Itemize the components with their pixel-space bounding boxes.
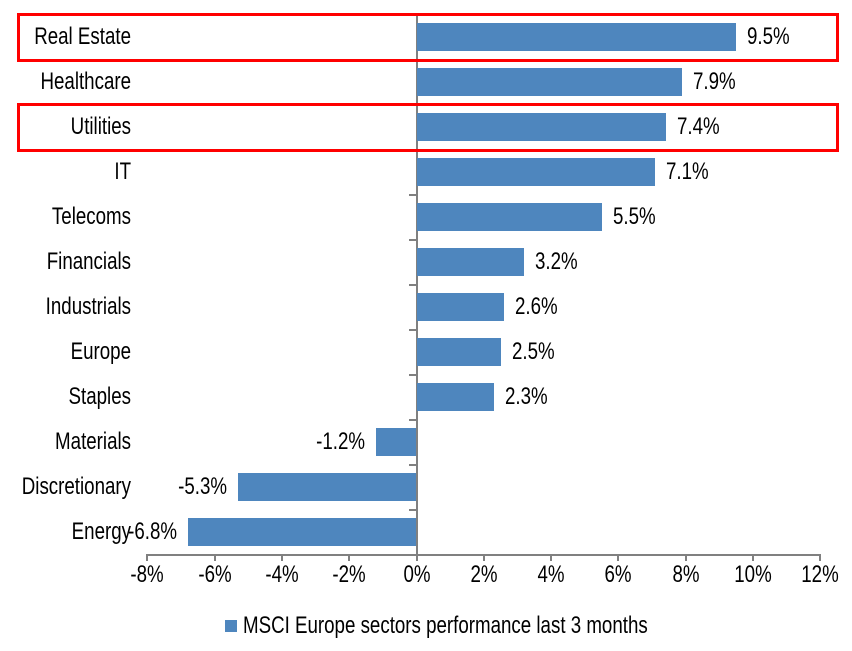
x-axis-tick-label: -4% <box>265 561 299 588</box>
category-label-europe: Europe <box>70 337 131 365</box>
y-axis-tick <box>408 284 417 286</box>
y-axis-line <box>415 14 418 554</box>
y-axis-tick <box>408 419 417 421</box>
x-axis-tick-label: 8% <box>672 561 700 588</box>
value-label-telecoms: 5.5% <box>612 202 656 230</box>
bar-staples <box>416 382 494 411</box>
bar-energy <box>187 517 417 546</box>
x-axis-tick-label: -2% <box>332 561 366 588</box>
category-label-staples: Staples <box>68 382 131 410</box>
category-label-healthcare: Healthcare <box>40 67 131 95</box>
legend: MSCI Europe sectors performance last 3 m… <box>225 612 762 640</box>
category-label-it: IT <box>114 157 131 185</box>
x-axis-tick-label: -6% <box>197 561 232 588</box>
bar-healthcare <box>416 67 683 96</box>
x-axis-tick <box>146 554 149 561</box>
x-axis-tick-label: 6% <box>604 561 632 588</box>
x-axis-tick <box>482 554 485 561</box>
x-axis-tick <box>280 554 283 561</box>
x-axis-tick <box>550 554 553 561</box>
legend-label: MSCI Europe sectors performance last 3 m… <box>243 612 648 639</box>
y-axis-tick <box>408 374 417 376</box>
value-label-staples: 2.3% <box>504 382 548 410</box>
x-axis-tick <box>213 554 216 561</box>
category-label-industrials: Industrials <box>45 292 131 320</box>
value-label-healthcare: 7.9% <box>693 67 736 95</box>
bar-industrials <box>416 292 504 321</box>
x-axis-tick-label: -8% <box>130 561 164 588</box>
value-label-financials: 3.2% <box>535 247 578 275</box>
x-axis-tick <box>415 554 418 561</box>
bar-financials <box>416 247 525 276</box>
legend-series-marker-icon <box>225 620 237 632</box>
bar-it <box>416 157 656 186</box>
bar-europe <box>416 337 501 366</box>
bar-telecoms <box>416 202 602 231</box>
category-label-telecoms: Telecoms <box>51 202 131 230</box>
value-label-materials: -1.2% <box>316 427 366 455</box>
value-label-industrials: 2.6% <box>514 292 558 320</box>
y-axis-tick <box>408 509 417 511</box>
bar-utilities <box>416 112 666 141</box>
x-axis-tick-label: 12% <box>801 561 840 588</box>
value-label-utilities: 7.4% <box>676 112 720 140</box>
bar-materials <box>376 427 417 456</box>
highlight-box-real-estate <box>17 13 839 62</box>
x-axis-tick <box>819 554 822 561</box>
value-label-discretionary: -5.3% <box>178 472 228 500</box>
bar-discretionary <box>238 472 417 501</box>
highlight-box-utilities <box>17 103 839 152</box>
category-label-financials: Financials <box>46 247 131 275</box>
value-label-europe: 2.5% <box>511 337 555 365</box>
category-label-discretionary: Discretionary <box>21 472 131 500</box>
category-label-energy: Energy <box>71 517 131 545</box>
x-axis-tick <box>617 554 620 561</box>
y-axis-tick <box>408 329 417 331</box>
y-axis-tick <box>408 194 417 196</box>
x-axis-tick-label: 4% <box>537 561 565 588</box>
value-label-it: 7.1% <box>666 157 710 185</box>
category-label-materials: Materials <box>55 427 131 455</box>
x-axis-tick <box>684 554 687 561</box>
bar-real-estate <box>416 22 737 51</box>
x-axis-tick-label: 10% <box>734 561 772 588</box>
category-label-real-estate: Real Estate <box>34 22 131 50</box>
value-label-energy: -6.8% <box>127 517 177 545</box>
value-label-real-estate: 9.5% <box>747 22 790 50</box>
category-label-utilities: Utilities <box>70 112 131 140</box>
x-axis-tick-label: 2% <box>470 561 498 588</box>
y-axis-tick <box>408 239 417 241</box>
x-axis-tick <box>752 554 754 561</box>
x-axis-tick <box>348 554 351 561</box>
x-axis-tick-label: 0% <box>402 561 431 588</box>
y-axis-tick <box>408 464 417 466</box>
